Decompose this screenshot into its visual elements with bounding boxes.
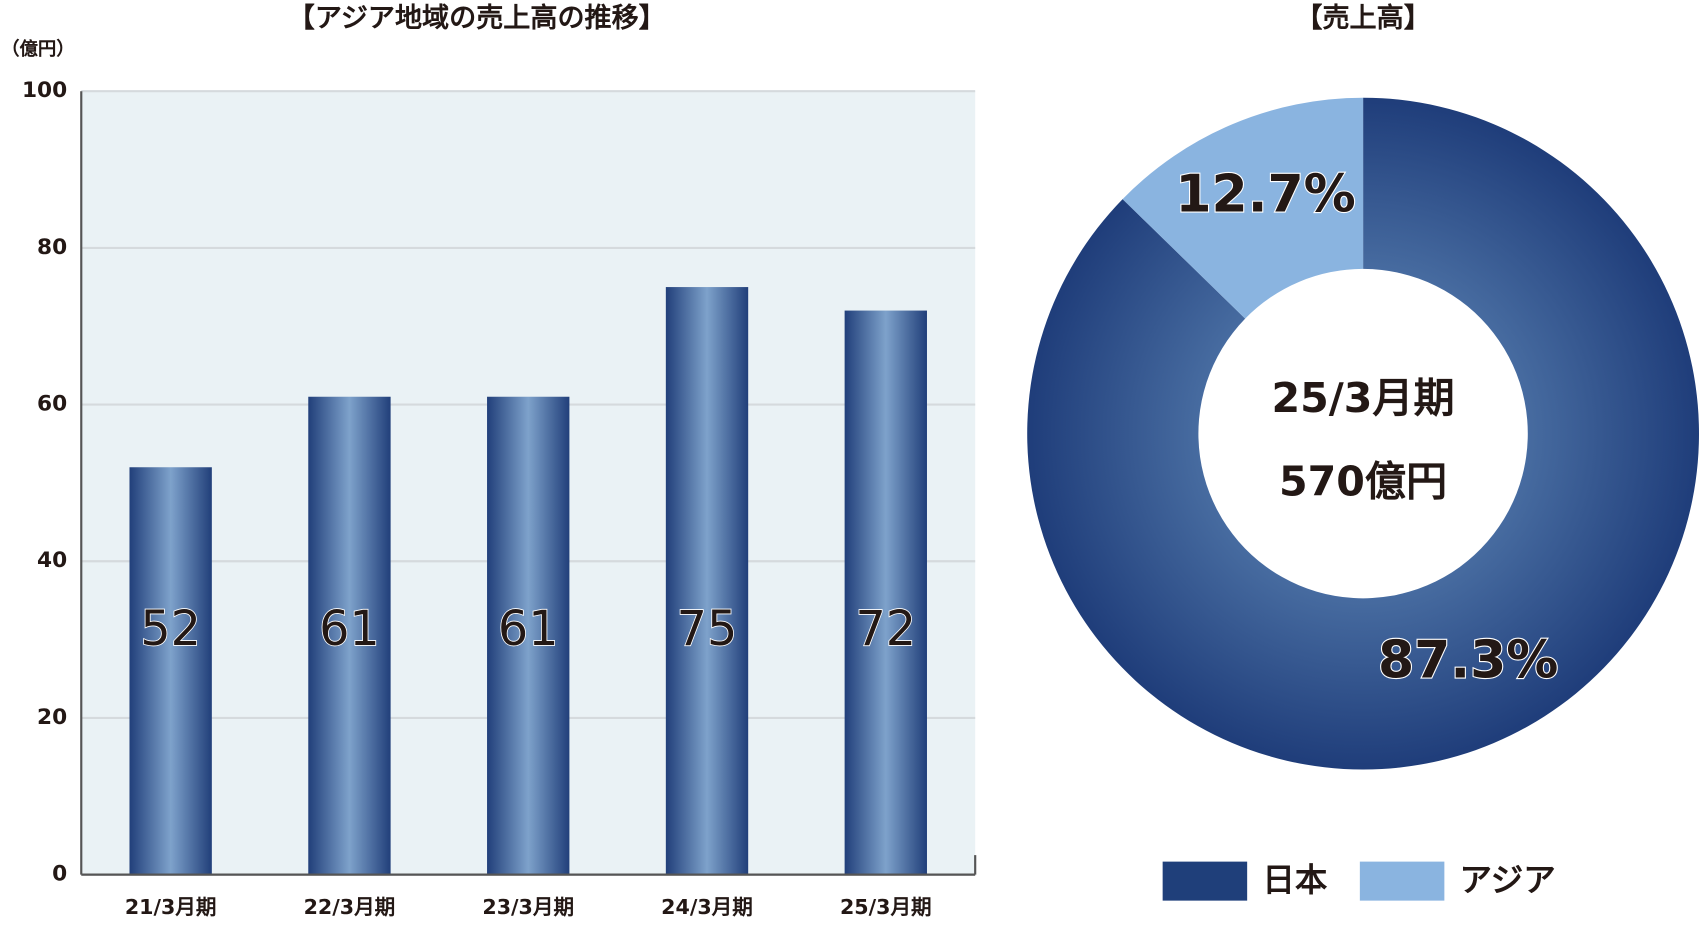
value-label: 61: [498, 602, 559, 657]
center-label: 25/3月期: [1271, 374, 1454, 422]
chart-title: 【アジア地域の売上高の推移】: [288, 2, 666, 34]
legend-swatch: [1162, 861, 1248, 901]
axis-unit: （億円）: [1, 38, 75, 60]
bar: [665, 287, 749, 875]
legend-swatch: [1359, 861, 1445, 901]
chart-title: 【売上高】: [1295, 2, 1430, 34]
y-tick-label: 100: [22, 78, 67, 103]
value-label: 12.7%: [1175, 164, 1355, 224]
donut-slice: [1122, 97, 1364, 319]
y-tick-label: 0: [52, 862, 67, 887]
x-tick-label: 21/3月期: [125, 895, 217, 919]
bar: [844, 310, 927, 875]
bar: [129, 467, 212, 875]
y-tick-label: 80: [37, 235, 67, 260]
value-label: 61: [319, 602, 380, 657]
value-label: 52: [140, 602, 201, 657]
center-label: 570億円: [1279, 458, 1447, 506]
x-tick-label: 23/3月期: [482, 895, 574, 919]
y-tick-label: 60: [37, 392, 67, 417]
bar: [487, 396, 570, 875]
value-label: 87.3%: [1378, 630, 1558, 690]
x-tick-label: 22/3月期: [304, 895, 396, 919]
donut-slice: [1027, 97, 1699, 770]
x-tick-label: 25/3月期: [840, 895, 932, 919]
y-tick-label: 40: [37, 548, 67, 573]
legend-label: アジア: [1460, 861, 1556, 899]
x-tick-label: 24/3月期: [661, 895, 753, 919]
legend-label: 日本: [1262, 861, 1328, 899]
y-tick-label: 20: [37, 705, 67, 730]
value-label: 75: [677, 602, 738, 657]
bar: [308, 396, 391, 875]
value-label: 72: [855, 602, 916, 657]
